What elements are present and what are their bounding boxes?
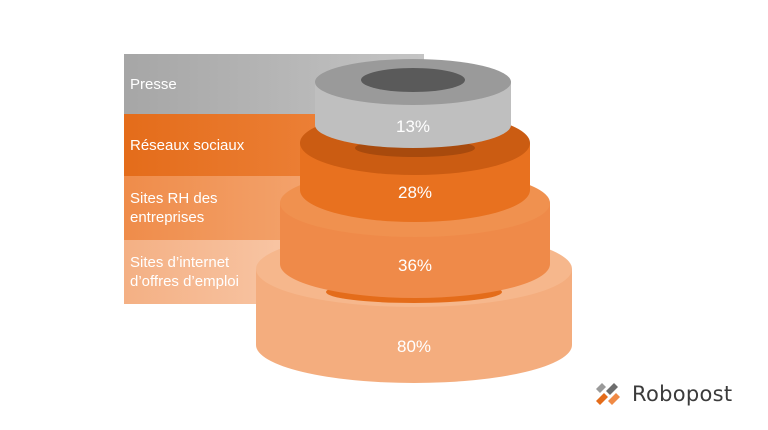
category-text-presse: Presse xyxy=(130,75,177,93)
category-text-sites-rh: Sites RH des entreprises xyxy=(130,190,218,226)
category-text-sites-emploi: Sites d’internet d’offres d’emploi xyxy=(130,254,239,290)
category-label-sites-emploi: Sites d’internet d’offres d’emploi xyxy=(124,240,384,304)
category-label-reseaux: Réseaux sociaux xyxy=(124,114,384,176)
disc-presse xyxy=(315,59,511,148)
robopost-logo: Robopost xyxy=(594,378,732,410)
value-label-sites-emploi: 80% xyxy=(397,337,431,356)
logo-text: Robopost xyxy=(632,382,733,406)
robopost-logo-icon xyxy=(596,383,620,405)
category-label-presse: Presse xyxy=(124,54,384,114)
value-label-reseaux: 28% xyxy=(398,183,432,202)
category-label-sites-rh: Sites RH des entreprises xyxy=(124,176,384,240)
value-label-presse: 13% xyxy=(396,117,430,136)
value-label-sites-rh: 36% xyxy=(398,256,432,275)
category-text-reseaux: Réseaux sociaux xyxy=(130,136,245,154)
